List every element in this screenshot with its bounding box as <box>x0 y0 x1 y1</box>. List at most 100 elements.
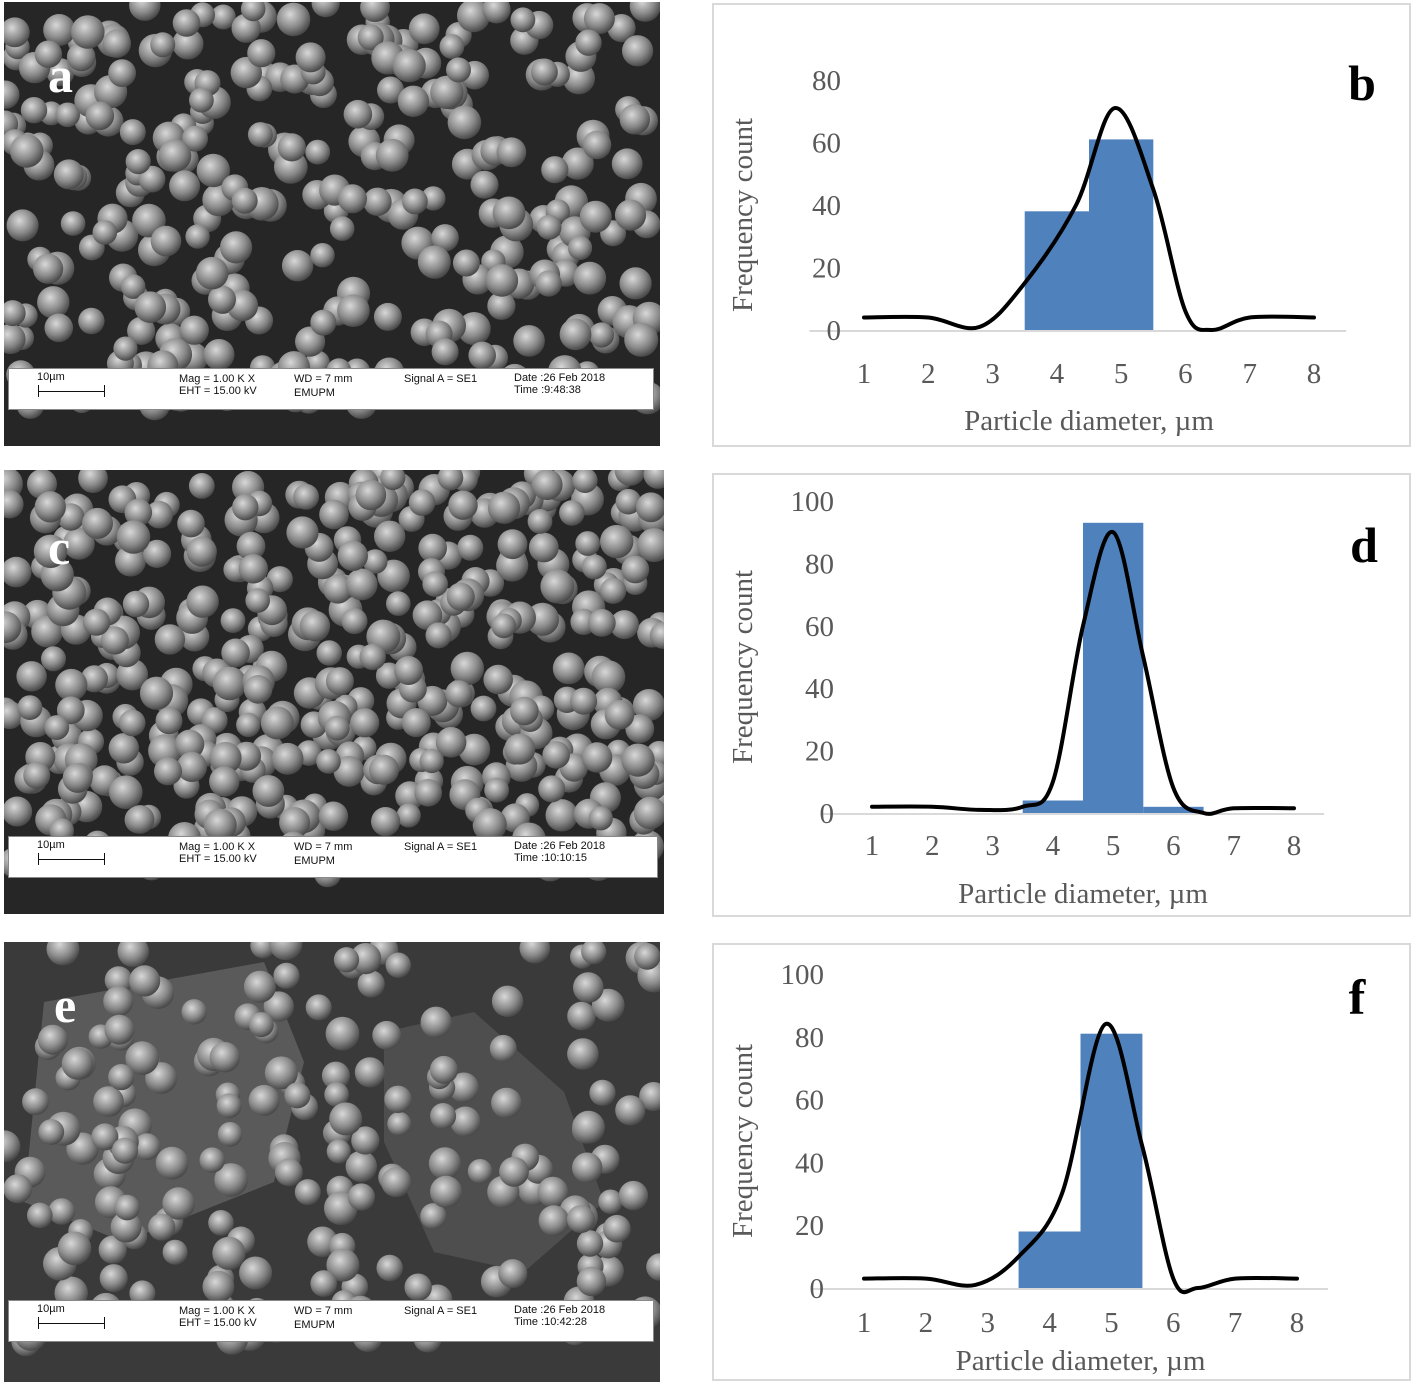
working-distance: WD = 7 mm <box>294 841 353 853</box>
scale-bar-label: 10µm <box>37 371 65 383</box>
y-axis-title: Frequency count <box>727 570 759 764</box>
panel-label: f <box>1349 969 1367 1025</box>
x-tick-label: 1 <box>865 830 880 862</box>
eht-voltage: EHT = 15.00 kV <box>179 853 257 865</box>
capture-time: Time :10:42:28 <box>514 1316 587 1328</box>
eht-voltage: EHT = 15.00 kV <box>179 1317 257 1329</box>
histogram-bar <box>1018 1231 1081 1288</box>
histogram-chart-b: 0 20 40 60 80 1 2 3 4 5 6 7 8 Particle diameter, µm Fr… <box>712 3 1411 447</box>
x-tick-label: 2 <box>919 1307 934 1339</box>
x-tick-label: 6 <box>1166 1307 1181 1339</box>
x-tick-label: 2 <box>921 358 936 390</box>
sem-info-bar: 10µm Mag = 1.00 K X EHT = 15.00 kV WD = 7 m… <box>8 1300 654 1342</box>
capture-date: Date :26 Feb 2018 <box>514 1304 606 1316</box>
x-tick-label: 3 <box>985 830 1000 862</box>
signal-type: Signal A = SE1 <box>404 1305 478 1317</box>
scale-bar <box>38 391 104 392</box>
x-tick-label: 4 <box>1050 358 1065 390</box>
x-tick-label: 5 <box>1106 830 1121 862</box>
scale-bar <box>38 859 104 860</box>
histogram-chart-d: 0 20 40 60 80 100 1 2 3 4 5 6 7 8 Particle diameter, µ… <box>712 473 1411 917</box>
x-tick-label: 7 <box>1228 1307 1243 1339</box>
capture-time: Time :9:48:38 <box>514 384 581 396</box>
magnification: Mag = 1.00 K X <box>179 841 256 853</box>
scale-bar-tick <box>38 853 39 865</box>
sem-image-c: c 10µm Mag = 1.00 K X EHT = 15.00 kV WD = 7 … <box>4 470 664 914</box>
scale-bar-tick <box>104 853 105 865</box>
histogram-bar <box>1143 806 1204 813</box>
panel-label: b <box>1348 55 1376 111</box>
scale-bar-tick <box>104 385 105 397</box>
panel-label: c <box>48 519 71 575</box>
x-axis-title: Particle diameter, µm <box>956 1345 1206 1377</box>
x-tick-label: 8 <box>1290 1307 1305 1339</box>
y-tick-label: 20 <box>812 253 841 285</box>
x-tick-label: 3 <box>985 358 1000 390</box>
scale-bar <box>38 1323 104 1324</box>
histogram-bar <box>1083 522 1144 813</box>
y-tick-label: 100 <box>791 486 835 518</box>
chart-plot: 0 20 40 60 80 100 1 2 3 4 5 6 7 8 Particle diameter, µ… <box>727 486 1378 910</box>
panel-label: d <box>1350 517 1378 573</box>
x-tick-label: 7 <box>1226 830 1241 862</box>
scale-bar-tick <box>38 1317 39 1329</box>
y-tick-label: 60 <box>812 128 841 160</box>
x-tick-label: 4 <box>1042 1307 1057 1339</box>
y-tick-label: 40 <box>805 673 834 705</box>
working-distance: WD = 7 mm <box>294 373 353 385</box>
y-tick-label: 20 <box>805 736 834 768</box>
x-tick-label: 6 <box>1166 830 1181 862</box>
organization: EMUPM <box>294 387 335 399</box>
scale-bar-tick <box>104 1317 105 1329</box>
magnification: Mag = 1.00 K X <box>179 1305 256 1317</box>
x-axis-title: Particle diameter, µm <box>964 405 1214 437</box>
capture-date: Date :26 Feb 2018 <box>514 372 606 384</box>
y-tick-label: 0 <box>820 798 835 830</box>
panel-label: e <box>54 977 77 1033</box>
distribution-curve <box>862 106 1316 333</box>
y-axis-title: Frequency count <box>727 118 759 312</box>
y-tick-label: 80 <box>795 1022 824 1054</box>
x-tick-label: 6 <box>1178 358 1193 390</box>
chart-plot: 0 20 40 60 80 100 1 2 3 4 5 6 7 8 Particle diameter, µ… <box>727 959 1367 1377</box>
x-tick-label: 1 <box>857 1307 872 1339</box>
y-tick-label: 60 <box>805 611 834 643</box>
working-distance: WD = 7 mm <box>294 1305 353 1317</box>
histogram-chart-f: 0 20 40 60 80 100 1 2 3 4 5 6 7 8 Particle diameter, µ… <box>712 943 1411 1381</box>
scale-bar-label: 10µm <box>37 839 65 851</box>
y-tick-label: 80 <box>812 65 841 97</box>
panel-label: a <box>48 47 73 103</box>
y-tick-label: 0 <box>810 1273 825 1305</box>
distribution-curve <box>862 1022 1299 1295</box>
y-tick-label: 20 <box>795 1210 824 1242</box>
x-tick-label: 7 <box>1242 358 1257 390</box>
y-tick-label: 60 <box>795 1085 824 1117</box>
y-tick-label: 100 <box>781 959 825 991</box>
signal-type: Signal A = SE1 <box>404 373 478 385</box>
y-tick-label: 40 <box>795 1147 824 1179</box>
x-tick-label: 8 <box>1287 830 1302 862</box>
sem-image-a: a 10µm Mag = 1.00 K X EHT = 15.00 kV WD = 7 … <box>4 2 660 446</box>
y-axis-title: Frequency count <box>727 1044 759 1238</box>
scale-bar-label: 10µm <box>37 1303 65 1315</box>
x-tick-label: 5 <box>1104 1307 1119 1339</box>
y-tick-label: 80 <box>805 548 834 580</box>
x-tick-label: 3 <box>980 1307 995 1339</box>
y-tick-label: 0 <box>827 315 842 347</box>
x-tick-label: 8 <box>1307 358 1322 390</box>
x-tick-label: 1 <box>857 358 872 390</box>
organization: EMUPM <box>294 855 335 867</box>
sem-info-bar: 10µm Mag = 1.00 K X EHT = 15.00 kV WD = 7 m… <box>8 836 658 878</box>
histogram-bar <box>1080 1033 1143 1288</box>
capture-time: Time :10:10:15 <box>514 852 587 864</box>
x-tick-label: 2 <box>925 830 940 862</box>
sem-info-bar: 10µm Mag = 1.00 K X EHT = 15.00 kV WD = 7 m… <box>8 368 654 410</box>
distribution-curve <box>870 530 1296 816</box>
signal-type: Signal A = SE1 <box>404 841 478 853</box>
x-axis-title: Particle diameter, µm <box>958 878 1208 910</box>
x-tick-label: 5 <box>1114 358 1129 390</box>
eht-voltage: EHT = 15.00 kV <box>179 385 257 397</box>
histogram-bar <box>1089 139 1154 330</box>
chart-plot: 0 20 40 60 80 1 2 3 4 5 6 7 8 Particle diameter, µm Fr… <box>727 55 1376 437</box>
scale-bar-tick <box>38 385 39 397</box>
